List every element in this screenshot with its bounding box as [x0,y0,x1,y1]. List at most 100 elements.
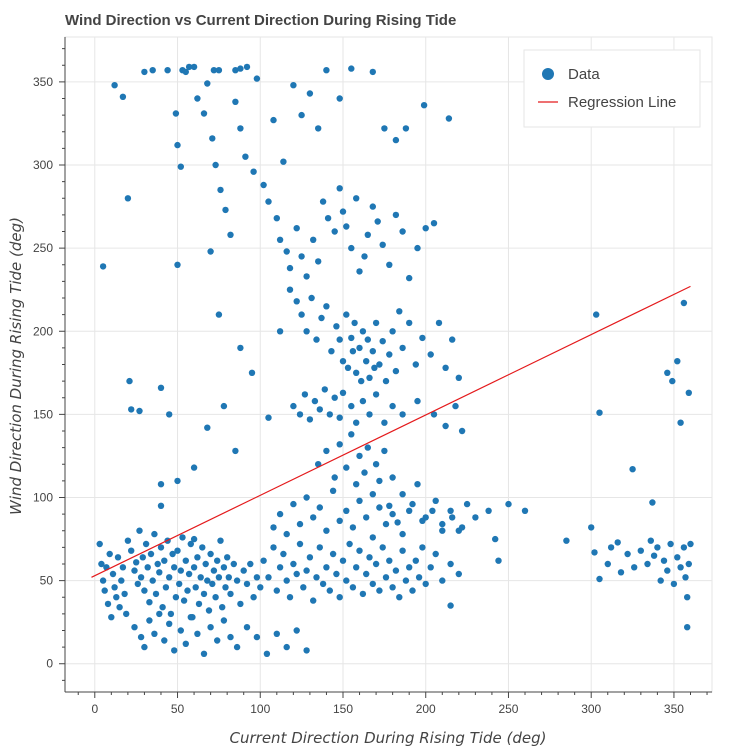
data-point [449,514,456,521]
data-point [137,574,145,581]
data-point [204,424,211,431]
data-point [200,590,208,598]
data-point [280,158,287,165]
data-point [669,377,676,385]
data-point [179,534,186,541]
data-point [412,361,419,368]
data-point [220,617,228,624]
data-point [192,584,199,591]
data-point [306,554,314,561]
data-point [265,414,272,421]
data-point [202,560,209,568]
data-point [349,348,357,355]
data-point [382,574,390,581]
data-point [187,614,194,621]
data-point [369,491,376,498]
data-point [290,402,297,410]
data-point [336,517,343,524]
data-point [141,643,148,651]
data-point [328,348,335,355]
data-point [209,135,216,142]
data-point [449,336,456,343]
data-point [607,544,615,551]
data-point [248,369,256,376]
data-point [406,319,413,327]
data-point [250,594,257,601]
data-point [156,610,163,618]
data-point [194,554,201,561]
data-point [290,82,297,89]
data-point [296,540,304,548]
data-point [161,557,168,564]
data-point [343,464,350,471]
data-point [445,115,453,122]
data-point [315,258,322,265]
data-point [680,299,688,307]
data-point [495,557,502,564]
data-point [402,125,410,132]
data-point [253,633,261,641]
data-point [376,477,383,485]
data-point [121,590,128,598]
data-point [463,500,471,508]
data-point [419,334,426,342]
data-point [164,67,171,74]
y-tick-label: 250 [33,241,53,255]
data-point [353,564,360,571]
data-point [276,236,284,243]
data-point [588,524,595,531]
data-point [233,577,241,584]
data-point [596,409,603,416]
data-point [331,474,338,481]
data-point [363,570,370,578]
data-point [270,544,277,551]
data-point [300,584,307,591]
data-point [232,98,239,106]
data-point [237,344,244,352]
data-point [389,510,396,518]
data-point [336,95,343,102]
data-point [406,507,413,514]
data-point [260,181,267,189]
data-point [156,569,163,576]
data-point [194,630,201,637]
data-point [333,570,340,578]
data-point [172,594,180,601]
data-point [177,163,184,170]
data-point [98,560,105,568]
data-point [250,168,257,175]
data-point [232,447,239,455]
data-point [343,577,350,584]
data-point [194,95,201,102]
x-tick-label: 100 [250,702,270,716]
data-point [99,263,107,270]
data-point [386,502,393,509]
data-point [293,627,300,634]
data-point [137,633,145,641]
data-point [372,560,380,568]
data-point [116,604,123,611]
data-point [392,136,400,144]
data-point [323,527,330,534]
data-point [674,554,681,561]
data-point [212,161,219,169]
data-point [128,547,135,554]
data-point [219,604,226,611]
data-point [455,570,462,578]
data-point [348,244,355,252]
regression-line [91,285,691,578]
data-point [177,567,184,574]
data-point [432,550,439,558]
data-point [113,594,120,601]
data-point [119,93,127,101]
data-point [637,547,644,554]
data-point [617,569,625,576]
data-point [372,461,380,468]
data-point [146,599,153,606]
data-point [366,411,373,418]
data-point [161,637,168,644]
data-point [215,574,223,581]
data-point [243,624,251,631]
data-point [414,244,421,252]
